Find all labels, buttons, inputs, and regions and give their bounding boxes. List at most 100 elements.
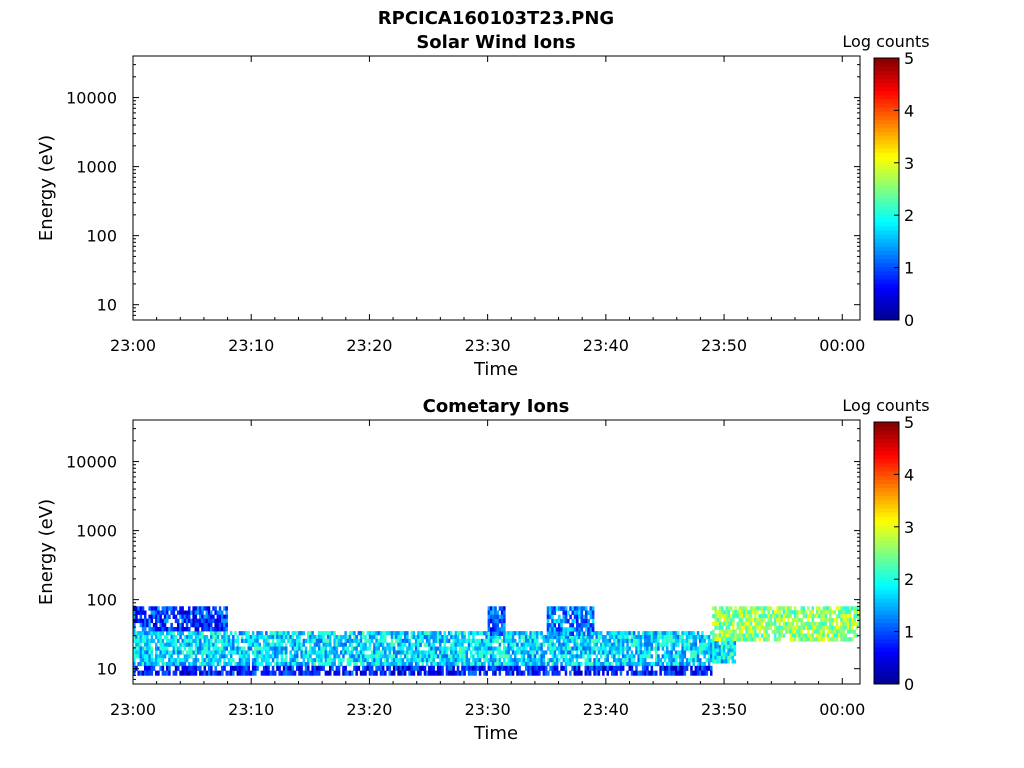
data-cell (487, 642, 491, 647)
data-cell (351, 642, 354, 647)
data-cell (829, 629, 832, 634)
colorbar-segment (874, 127, 899, 133)
data-cell (701, 650, 704, 655)
data-cell (144, 631, 147, 636)
data-cell (507, 631, 510, 636)
data-cell (214, 642, 217, 647)
data-cell (388, 642, 391, 647)
data-cell (485, 658, 488, 663)
data-cell (141, 622, 145, 628)
data-cell (624, 658, 627, 663)
data-cell (551, 638, 554, 643)
data-cell (699, 642, 702, 647)
data-cell (584, 662, 587, 667)
data-cell (285, 665, 288, 671)
data-cell (575, 670, 579, 676)
data-cell (218, 610, 222, 615)
data-cell (802, 614, 806, 619)
data-cell (540, 642, 543, 647)
data-cell (366, 665, 369, 671)
data-cell (459, 638, 462, 643)
data-cell (174, 614, 178, 619)
data-cell (516, 642, 519, 647)
data-cell (210, 662, 213, 667)
data-cell (679, 650, 682, 655)
data-cell (518, 665, 521, 671)
data-cell (337, 662, 341, 667)
data-cell (340, 642, 343, 647)
data-cell (573, 646, 576, 651)
data-cell (199, 635, 202, 640)
data-cell (265, 665, 268, 671)
data-cell (551, 635, 554, 640)
data-cell (571, 627, 575, 632)
data-cell (199, 614, 202, 619)
data-cell (507, 665, 510, 671)
data-cell (313, 658, 317, 663)
data-cell (840, 618, 843, 623)
data-cell (619, 646, 623, 651)
data-cell (265, 658, 268, 663)
data-cell (296, 638, 299, 643)
data-cell (313, 665, 317, 671)
data-cell (789, 621, 792, 626)
data-cell (734, 629, 737, 634)
data-cell (357, 665, 361, 671)
data-cell (751, 618, 755, 623)
data-cell (190, 610, 193, 615)
data-cell (705, 635, 709, 640)
data-cell (562, 642, 565, 647)
data-cell (340, 650, 343, 655)
colorbar-segment (874, 622, 899, 628)
data-cell (796, 618, 799, 623)
data-cell (681, 654, 684, 659)
data-cell (582, 654, 585, 659)
colorbar-segment (874, 119, 899, 124)
data-cell (555, 665, 559, 671)
data-cell (447, 646, 451, 651)
data-cell (311, 650, 314, 655)
data-cell (137, 638, 140, 643)
data-cell (311, 635, 314, 640)
data-cell (778, 621, 781, 626)
data-cell (749, 621, 753, 626)
data-cell (333, 658, 336, 663)
colorbar-segment (874, 107, 899, 112)
data-cell (546, 631, 550, 636)
data-cell (384, 658, 387, 663)
data-cell (146, 638, 149, 643)
data-cell (677, 665, 680, 671)
data-cell (355, 638, 358, 643)
data-cell (712, 606, 715, 611)
data-cell (547, 635, 550, 640)
data-cell (769, 618, 773, 623)
data-cell (716, 648, 719, 653)
data-cell (571, 610, 575, 615)
data-cell (635, 650, 638, 655)
data-cell (381, 650, 385, 655)
data-cell (304, 662, 308, 667)
data-cell (696, 665, 700, 671)
data-cell (163, 670, 167, 676)
data-cell (326, 642, 330, 647)
data-cell (194, 646, 198, 651)
data-cell (351, 658, 354, 663)
data-cell (403, 631, 407, 636)
data-cell (216, 646, 220, 651)
data-cell (699, 658, 702, 663)
data-cell (425, 670, 429, 676)
data-cell (320, 662, 323, 667)
data-cell (610, 650, 614, 655)
data-cell (815, 621, 819, 626)
data-cell (359, 646, 363, 651)
data-cell (511, 650, 515, 655)
data-cell (725, 610, 728, 615)
data-cell (849, 625, 852, 630)
data-cell (185, 658, 189, 663)
data-cell (549, 665, 552, 671)
data-cell (172, 658, 176, 663)
data-cell (256, 650, 259, 655)
colorbar-segment (874, 647, 899, 652)
data-cell (454, 658, 458, 663)
data-cell (593, 670, 596, 676)
